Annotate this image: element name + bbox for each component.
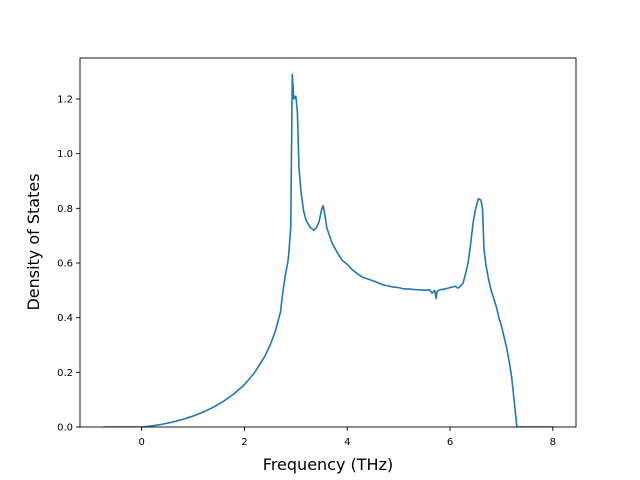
y-tick-label: 0.6 [57, 259, 73, 270]
x-tick-label: 6 [447, 437, 453, 448]
y-tick-label: 1.2 [57, 95, 73, 106]
plot-area [79, 57, 577, 428]
y-tick-label: 0.8 [57, 204, 73, 215]
y-tick-label: 0.0 [57, 423, 73, 434]
y-tick-label: 0.2 [57, 368, 73, 379]
axes-frame [79, 57, 577, 428]
x-tick-label: 0 [138, 437, 144, 448]
x-tick-label: 8 [550, 437, 556, 448]
x-tick-label: 4 [344, 437, 350, 448]
x-tick-label: 2 [241, 437, 247, 448]
y-axis-ticks: 0.0 0.2 0.4 0.6 0.8 1.0 1.2 [57, 95, 80, 434]
x-axis-label: Frequency (THz) [263, 455, 393, 474]
x-axis-ticks: 0 2 4 6 8 [138, 427, 556, 448]
series-line [103, 73, 553, 427]
y-axis-label: Density of States [24, 173, 43, 310]
y-tick-label: 1.0 [57, 149, 73, 160]
y-tick-label: 0.4 [57, 313, 73, 324]
